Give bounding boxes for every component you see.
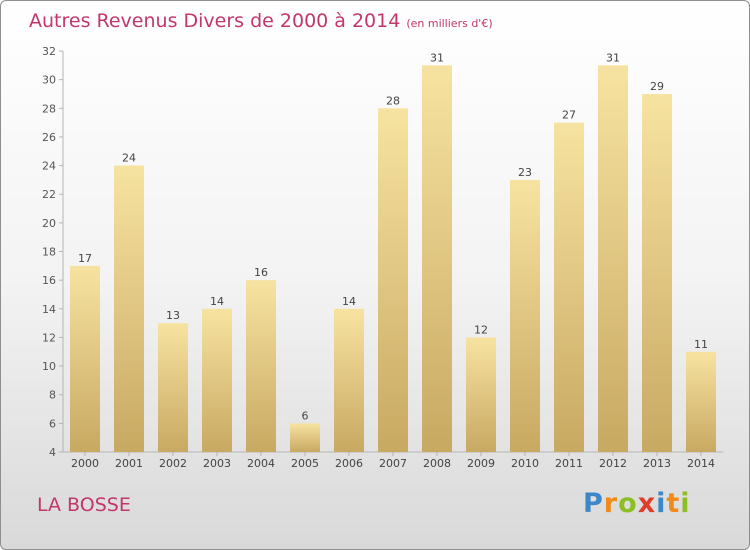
x-tick-label: 2013 — [643, 457, 671, 470]
data-label: 23 — [518, 166, 532, 179]
data-labels: 17 24 13 14 16 6 14 28 31 12 23 27 31 29 11 — [78, 51, 708, 422]
y-tick-label: 16 — [42, 274, 56, 287]
y-tick-label: 10 — [42, 360, 56, 373]
data-label: 16 — [254, 266, 268, 279]
y-tick-label: 24 — [42, 160, 56, 173]
data-label: 13 — [166, 309, 180, 322]
data-label: 12 — [474, 323, 488, 336]
x-tick-label: 2014 — [687, 457, 715, 470]
x-tick-label: 2002 — [159, 457, 187, 470]
bar — [70, 265, 100, 452]
x-tick-label: 2005 — [291, 457, 319, 470]
bar — [466, 337, 496, 452]
data-label: 29 — [650, 80, 664, 93]
data-label: 31 — [430, 51, 444, 64]
data-label: 24 — [122, 152, 136, 165]
logo-letter: x — [637, 488, 657, 519]
y-tick-label: 22 — [42, 188, 56, 201]
bars — [70, 65, 716, 453]
data-label: 27 — [562, 109, 576, 122]
title-row: Autres Revenus Divers de 2000 à 2014 (en … — [29, 10, 493, 32]
logo-letter: r — [603, 488, 619, 519]
bar — [422, 65, 452, 453]
data-label: 14 — [210, 295, 224, 308]
data-label: 17 — [78, 252, 92, 265]
y-tick-label: 28 — [42, 102, 56, 115]
x-tick-label: 2011 — [555, 457, 583, 470]
y-tick-label: 32 — [42, 45, 56, 58]
x-tick-label: 2004 — [247, 457, 275, 470]
chart-title: Autres Revenus Divers de 2000 à 2014 — [29, 10, 401, 32]
bar — [554, 122, 584, 452]
y-tick-label: 18 — [42, 246, 56, 259]
logo-letter: o — [618, 488, 638, 519]
logo-letter: t — [666, 488, 681, 519]
data-label: 6 — [302, 409, 309, 422]
x-tick-label: 2000 — [71, 457, 99, 470]
bar — [202, 308, 232, 452]
data-label: 11 — [694, 338, 708, 351]
y-tick-label: 6 — [49, 417, 56, 430]
logo-letter: i — [656, 488, 667, 519]
x-tick-label: 2012 — [599, 457, 627, 470]
chart-subtitle: (en milliers d'€) — [406, 17, 493, 30]
bar — [114, 165, 144, 453]
x-tick-label: 2003 — [203, 457, 231, 470]
data-label: 31 — [606, 51, 620, 64]
bar — [290, 423, 320, 452]
y-tick-label: 26 — [42, 131, 56, 144]
data-label: 14 — [342, 295, 356, 308]
bar — [642, 93, 672, 452]
bar — [510, 179, 540, 452]
proxiti-logo: Proxiti — [583, 488, 691, 519]
city-name: LA BOSSE — [37, 494, 131, 516]
x-tick-label: 2007 — [379, 457, 407, 470]
x-tick-label: 2001 — [115, 457, 143, 470]
y-tick-label: 12 — [42, 331, 56, 344]
x-tick-label: 2006 — [335, 457, 363, 470]
y-tick-label: 4 — [49, 446, 56, 459]
x-tick-label: 2009 — [467, 457, 495, 470]
logo-letter: P — [583, 488, 604, 519]
y-tick-label: 14 — [42, 303, 56, 316]
bar — [598, 65, 628, 453]
bar — [378, 108, 408, 453]
bar — [246, 280, 276, 452]
data-label: 28 — [386, 94, 400, 107]
logo-letter: i — [680, 488, 691, 519]
bar — [686, 351, 716, 452]
y-tick-label: 8 — [49, 389, 56, 402]
bar — [334, 308, 364, 452]
y-tick-label: 30 — [42, 74, 56, 87]
bar — [158, 323, 188, 452]
x-tick-label: 2008 — [423, 457, 451, 470]
y-tick-label: 20 — [42, 217, 56, 230]
x-tick-label: 2010 — [511, 457, 539, 470]
